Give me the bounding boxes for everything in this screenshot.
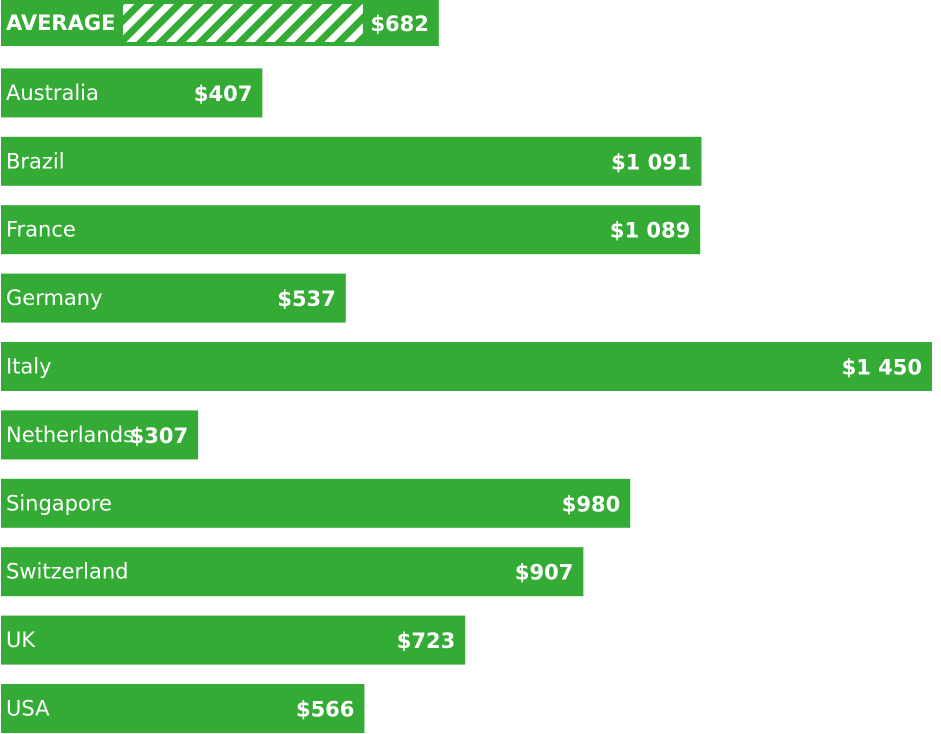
bar [1, 615, 466, 665]
average-hatch [123, 4, 363, 42]
bar [1, 136, 702, 186]
category-label: France [6, 218, 76, 242]
category-label: Switzerland [6, 560, 129, 584]
bar [1, 342, 932, 391]
value-label: $307 [130, 424, 188, 448]
category-label: Germany [6, 286, 103, 310]
category-label: Netherlands [6, 423, 134, 447]
category-label: UK [6, 628, 36, 652]
value-label: $980 [562, 492, 620, 516]
value-label: $1 450 [842, 356, 922, 380]
category-label: Australia [6, 81, 99, 105]
value-label: $1 089 [610, 219, 690, 243]
value-label: $566 [296, 698, 354, 722]
category-label: Singapore [6, 491, 112, 515]
bar [1, 410, 199, 460]
bar [1, 478, 631, 528]
category-label: AVERAGE [6, 11, 115, 35]
bar [1, 205, 701, 255]
bar [1, 547, 584, 597]
bar [1, 273, 346, 323]
category-label: Brazil [6, 149, 65, 173]
value-label: $537 [277, 287, 335, 311]
category-label: USA [6, 697, 50, 721]
category-label: Italy [6, 355, 52, 379]
bar [1, 684, 365, 733]
value-label: $407 [194, 82, 252, 106]
bar [1, 68, 263, 118]
value-label: $907 [515, 561, 573, 585]
value-label: $682 [370, 12, 428, 36]
value-label: $723 [397, 629, 455, 653]
value-label: $1 091 [611, 150, 691, 174]
